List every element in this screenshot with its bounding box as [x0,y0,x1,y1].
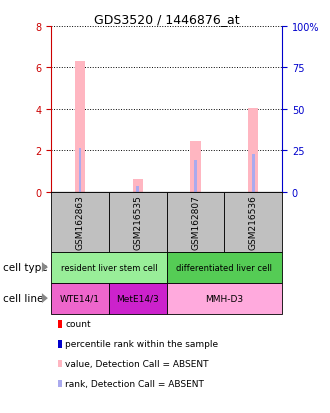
Bar [136,187,139,192]
Text: rank, Detection Call = ABSENT: rank, Detection Call = ABSENT [65,379,204,388]
Text: value, Detection Call = ABSENT: value, Detection Call = ABSENT [65,359,209,368]
Bar [109,283,167,314]
Bar [109,192,167,252]
Text: cell type: cell type [3,262,48,273]
Bar [248,108,258,192]
Polygon shape [42,263,48,273]
Text: MetE14/3: MetE14/3 [116,294,159,303]
Text: MMH-D3: MMH-D3 [205,294,244,303]
Text: differentiated liver cell: differentiated liver cell [177,263,272,272]
Text: count: count [65,320,91,329]
Text: cell line: cell line [3,293,44,304]
Bar [75,62,85,192]
Polygon shape [42,293,48,303]
Bar [79,149,82,192]
Text: GSM216536: GSM216536 [249,195,258,249]
Bar [167,252,282,283]
Text: percentile rank within the sample: percentile rank within the sample [65,339,218,349]
Text: GSM216535: GSM216535 [133,195,142,249]
Bar [51,192,109,252]
Bar [133,180,143,192]
Text: GSM162863: GSM162863 [76,195,84,249]
Bar [167,283,282,314]
Bar [167,192,224,252]
Bar [252,155,255,192]
Bar [190,141,201,192]
Bar [224,192,282,252]
Text: GSM162807: GSM162807 [191,195,200,249]
Bar [194,161,197,192]
Text: resident liver stem cell: resident liver stem cell [61,263,157,272]
Bar [51,283,109,314]
Text: WTE14/1: WTE14/1 [60,294,100,303]
Title: GDS3520 / 1446876_at: GDS3520 / 1446876_at [94,13,240,26]
Bar [51,252,167,283]
